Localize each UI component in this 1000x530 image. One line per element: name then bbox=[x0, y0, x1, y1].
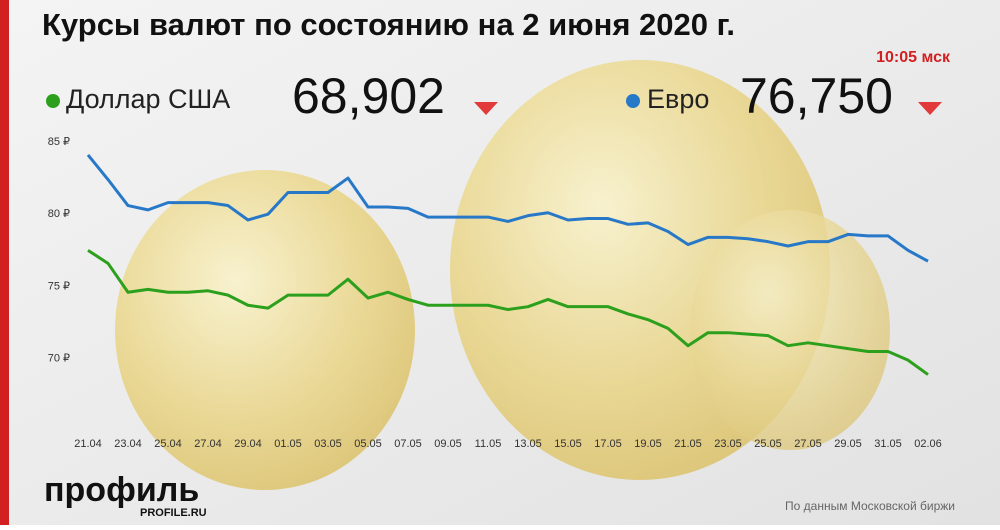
x-tick-label: 11.05 bbox=[475, 438, 502, 450]
x-tick-label: 03.05 bbox=[314, 438, 342, 450]
current-value: 76,750 bbox=[740, 68, 893, 124]
x-tick-label: 09.05 bbox=[434, 438, 462, 450]
x-tick-label: 01.05 bbox=[274, 438, 302, 450]
x-tick-label: 21.05 bbox=[674, 438, 702, 450]
chart-title: Курсы валют по состоянию на 2 июня 2020 … bbox=[42, 7, 735, 42]
y-tick-label: 75 ₽ bbox=[48, 280, 70, 292]
x-tick-label: 15.05 bbox=[554, 438, 582, 450]
y-tick-label: 80 ₽ bbox=[48, 208, 70, 220]
x-tick-label: 13.05 bbox=[514, 438, 542, 450]
x-tick-label: 29.04 bbox=[234, 438, 262, 450]
decor bbox=[115, 60, 890, 490]
x-tick-label: 07.05 bbox=[394, 438, 422, 450]
current-value: 68,902 bbox=[292, 68, 445, 124]
x-tick-label: 02.06 bbox=[914, 438, 942, 450]
x-tick-label: 23.05 bbox=[714, 438, 742, 450]
line bbox=[86, 154, 929, 263]
logo-site: PROFILE.RU bbox=[140, 507, 207, 519]
down-arrow bbox=[474, 102, 498, 115]
x-tick-label: 31.05 bbox=[874, 438, 902, 450]
source: По данным Московской биржи bbox=[785, 499, 955, 513]
y-tick-label: 85 ₽ bbox=[48, 136, 70, 148]
x-tick-label: 23.04 bbox=[114, 438, 142, 450]
x-tick-label: 05.05 bbox=[354, 438, 382, 450]
accent-bar bbox=[0, 0, 9, 525]
legend-dot bbox=[626, 94, 640, 108]
time: 10:05 мск bbox=[876, 49, 951, 66]
x-tick-label: 27.05 bbox=[794, 438, 822, 450]
legend-label: Евро bbox=[647, 84, 709, 114]
logo: профиль bbox=[44, 471, 199, 509]
x-tick-label: 25.05 bbox=[754, 438, 782, 450]
down-arrow bbox=[918, 102, 942, 115]
x-tick-label: 27.04 bbox=[194, 438, 222, 450]
x-tick-label: 17.05 bbox=[594, 438, 622, 450]
x-tick-label: 25.04 bbox=[154, 438, 182, 450]
line bbox=[87, 249, 929, 376]
legend-label: Доллар США bbox=[66, 84, 230, 114]
x-tick-label: 19.05 bbox=[634, 438, 662, 450]
legend-dot bbox=[46, 94, 60, 108]
x-tick-label: 21.04 bbox=[74, 438, 102, 450]
x-tick-label: 29.05 bbox=[834, 438, 862, 450]
y-tick-label: 70 ₽ bbox=[48, 353, 70, 365]
